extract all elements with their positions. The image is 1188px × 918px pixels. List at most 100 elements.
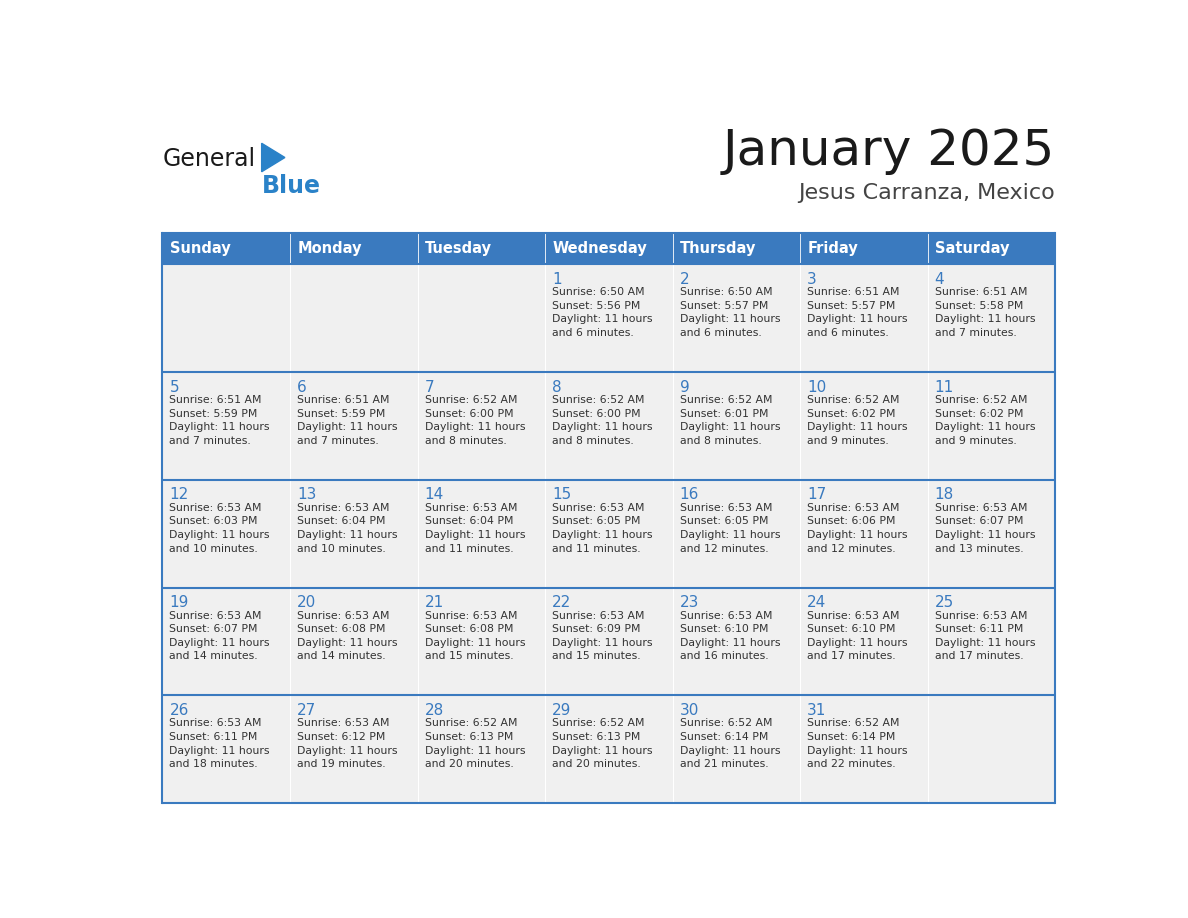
Bar — [928, 588, 1055, 695]
Text: 29: 29 — [552, 703, 571, 718]
Text: Sunrise: 6:53 AM
Sunset: 6:08 PM
Daylight: 11 hours
and 15 minutes.: Sunrise: 6:53 AM Sunset: 6:08 PM Dayligh… — [424, 610, 525, 662]
Bar — [163, 695, 290, 803]
Text: Saturday: Saturday — [935, 241, 1010, 256]
Text: Sunrise: 6:52 AM
Sunset: 6:13 PM
Daylight: 11 hours
and 20 minutes.: Sunrise: 6:52 AM Sunset: 6:13 PM Dayligh… — [424, 719, 525, 769]
Bar — [417, 695, 545, 803]
Bar — [801, 588, 928, 695]
Text: 7: 7 — [424, 380, 434, 395]
Text: 13: 13 — [297, 487, 316, 502]
Bar — [801, 695, 928, 803]
Bar — [163, 480, 290, 588]
Text: Sunrise: 6:53 AM
Sunset: 6:09 PM
Daylight: 11 hours
and 15 minutes.: Sunrise: 6:53 AM Sunset: 6:09 PM Dayligh… — [552, 610, 652, 662]
Text: Friday: Friday — [808, 241, 859, 256]
Bar — [928, 695, 1055, 803]
Text: Sunrise: 6:51 AM
Sunset: 5:57 PM
Daylight: 11 hours
and 6 minutes.: Sunrise: 6:51 AM Sunset: 5:57 PM Dayligh… — [807, 287, 908, 338]
Text: Sunrise: 6:52 AM
Sunset: 6:02 PM
Daylight: 11 hours
and 9 minutes.: Sunrise: 6:52 AM Sunset: 6:02 PM Dayligh… — [935, 395, 1035, 446]
Text: 22: 22 — [552, 595, 571, 610]
Text: Sunrise: 6:52 AM
Sunset: 6:01 PM
Daylight: 11 hours
and 8 minutes.: Sunrise: 6:52 AM Sunset: 6:01 PM Dayligh… — [680, 395, 781, 446]
Bar — [290, 695, 417, 803]
Text: 6: 6 — [297, 380, 307, 395]
Text: Sunrise: 6:53 AM
Sunset: 6:10 PM
Daylight: 11 hours
and 16 minutes.: Sunrise: 6:53 AM Sunset: 6:10 PM Dayligh… — [680, 610, 781, 662]
Text: Sunrise: 6:52 AM
Sunset: 6:14 PM
Daylight: 11 hours
and 21 minutes.: Sunrise: 6:52 AM Sunset: 6:14 PM Dayligh… — [680, 719, 781, 769]
Text: Sunrise: 6:51 AM
Sunset: 5:59 PM
Daylight: 11 hours
and 7 minutes.: Sunrise: 6:51 AM Sunset: 5:59 PM Dayligh… — [170, 395, 270, 446]
Text: 2: 2 — [680, 272, 689, 286]
Text: Sunrise: 6:52 AM
Sunset: 6:00 PM
Daylight: 11 hours
and 8 minutes.: Sunrise: 6:52 AM Sunset: 6:00 PM Dayligh… — [552, 395, 652, 446]
Bar — [290, 588, 417, 695]
Text: Sunrise: 6:52 AM
Sunset: 6:02 PM
Daylight: 11 hours
and 9 minutes.: Sunrise: 6:52 AM Sunset: 6:02 PM Dayligh… — [807, 395, 908, 446]
Text: 12: 12 — [170, 487, 189, 502]
Text: 27: 27 — [297, 703, 316, 718]
Bar — [417, 588, 545, 695]
Text: Monday: Monday — [298, 241, 362, 256]
Polygon shape — [261, 143, 285, 172]
Text: Sunrise: 6:52 AM
Sunset: 6:13 PM
Daylight: 11 hours
and 20 minutes.: Sunrise: 6:52 AM Sunset: 6:13 PM Dayligh… — [552, 719, 652, 769]
Text: Sunrise: 6:53 AM
Sunset: 6:11 PM
Daylight: 11 hours
and 17 minutes.: Sunrise: 6:53 AM Sunset: 6:11 PM Dayligh… — [935, 610, 1035, 662]
Bar — [672, 480, 801, 588]
Text: 30: 30 — [680, 703, 699, 718]
Text: 26: 26 — [170, 703, 189, 718]
Text: 15: 15 — [552, 487, 571, 502]
Bar — [801, 264, 928, 372]
Bar — [417, 233, 545, 264]
Text: Sunrise: 6:53 AM
Sunset: 6:05 PM
Daylight: 11 hours
and 12 minutes.: Sunrise: 6:53 AM Sunset: 6:05 PM Dayligh… — [680, 503, 781, 554]
Text: Sunrise: 6:53 AM
Sunset: 6:04 PM
Daylight: 11 hours
and 11 minutes.: Sunrise: 6:53 AM Sunset: 6:04 PM Dayligh… — [424, 503, 525, 554]
Text: Thursday: Thursday — [681, 241, 757, 256]
Bar — [163, 233, 290, 264]
Text: Sunrise: 6:51 AM
Sunset: 5:58 PM
Daylight: 11 hours
and 7 minutes.: Sunrise: 6:51 AM Sunset: 5:58 PM Dayligh… — [935, 287, 1035, 338]
Text: 16: 16 — [680, 487, 699, 502]
Bar — [928, 233, 1055, 264]
Text: Sunday: Sunday — [170, 241, 230, 256]
Bar — [928, 264, 1055, 372]
Text: Sunrise: 6:51 AM
Sunset: 5:59 PM
Daylight: 11 hours
and 7 minutes.: Sunrise: 6:51 AM Sunset: 5:59 PM Dayligh… — [297, 395, 398, 446]
Text: Sunrise: 6:53 AM
Sunset: 6:07 PM
Daylight: 11 hours
and 14 minutes.: Sunrise: 6:53 AM Sunset: 6:07 PM Dayligh… — [170, 610, 270, 662]
Text: Sunrise: 6:53 AM
Sunset: 6:05 PM
Daylight: 11 hours
and 11 minutes.: Sunrise: 6:53 AM Sunset: 6:05 PM Dayligh… — [552, 503, 652, 554]
Bar — [545, 588, 672, 695]
Text: Tuesday: Tuesday — [425, 241, 492, 256]
Text: Blue: Blue — [261, 174, 321, 197]
Text: 5: 5 — [170, 380, 179, 395]
Text: Wednesday: Wednesday — [552, 241, 647, 256]
Text: Sunrise: 6:53 AM
Sunset: 6:03 PM
Daylight: 11 hours
and 10 minutes.: Sunrise: 6:53 AM Sunset: 6:03 PM Dayligh… — [170, 503, 270, 554]
Text: Sunrise: 6:50 AM
Sunset: 5:57 PM
Daylight: 11 hours
and 6 minutes.: Sunrise: 6:50 AM Sunset: 5:57 PM Dayligh… — [680, 287, 781, 338]
Text: Sunrise: 6:52 AM
Sunset: 6:00 PM
Daylight: 11 hours
and 8 minutes.: Sunrise: 6:52 AM Sunset: 6:00 PM Dayligh… — [424, 395, 525, 446]
Text: Sunrise: 6:53 AM
Sunset: 6:08 PM
Daylight: 11 hours
and 14 minutes.: Sunrise: 6:53 AM Sunset: 6:08 PM Dayligh… — [297, 610, 398, 662]
Text: 24: 24 — [807, 595, 827, 610]
Text: Sunrise: 6:53 AM
Sunset: 6:06 PM
Daylight: 11 hours
and 12 minutes.: Sunrise: 6:53 AM Sunset: 6:06 PM Dayligh… — [807, 503, 908, 554]
Text: 21: 21 — [424, 595, 444, 610]
Bar — [801, 233, 928, 264]
Text: 17: 17 — [807, 487, 827, 502]
Text: Sunrise: 6:53 AM
Sunset: 6:07 PM
Daylight: 11 hours
and 13 minutes.: Sunrise: 6:53 AM Sunset: 6:07 PM Dayligh… — [935, 503, 1035, 554]
Text: 8: 8 — [552, 380, 562, 395]
Bar — [801, 480, 928, 588]
Bar — [672, 588, 801, 695]
Bar — [545, 264, 672, 372]
Text: 19: 19 — [170, 595, 189, 610]
Text: 18: 18 — [935, 487, 954, 502]
Text: 20: 20 — [297, 595, 316, 610]
Text: 3: 3 — [807, 272, 817, 286]
Text: Sunrise: 6:53 AM
Sunset: 6:12 PM
Daylight: 11 hours
and 19 minutes.: Sunrise: 6:53 AM Sunset: 6:12 PM Dayligh… — [297, 719, 398, 769]
Bar — [417, 480, 545, 588]
Bar — [928, 480, 1055, 588]
Bar — [163, 588, 290, 695]
Bar — [290, 480, 417, 588]
Bar — [163, 264, 290, 372]
Bar — [672, 695, 801, 803]
Bar — [417, 264, 545, 372]
Text: General: General — [163, 147, 255, 171]
Bar — [290, 233, 417, 264]
Bar — [163, 372, 290, 480]
Text: Sunrise: 6:52 AM
Sunset: 6:14 PM
Daylight: 11 hours
and 22 minutes.: Sunrise: 6:52 AM Sunset: 6:14 PM Dayligh… — [807, 719, 908, 769]
Bar — [545, 372, 672, 480]
Text: 25: 25 — [935, 595, 954, 610]
Text: 9: 9 — [680, 380, 689, 395]
Bar — [545, 233, 672, 264]
Text: Sunrise: 6:53 AM
Sunset: 6:11 PM
Daylight: 11 hours
and 18 minutes.: Sunrise: 6:53 AM Sunset: 6:11 PM Dayligh… — [170, 719, 270, 769]
Bar — [672, 233, 801, 264]
Bar — [290, 372, 417, 480]
Text: 23: 23 — [680, 595, 699, 610]
Bar — [672, 264, 801, 372]
Text: Sunrise: 6:53 AM
Sunset: 6:04 PM
Daylight: 11 hours
and 10 minutes.: Sunrise: 6:53 AM Sunset: 6:04 PM Dayligh… — [297, 503, 398, 554]
Text: 4: 4 — [935, 272, 944, 286]
Bar — [928, 372, 1055, 480]
